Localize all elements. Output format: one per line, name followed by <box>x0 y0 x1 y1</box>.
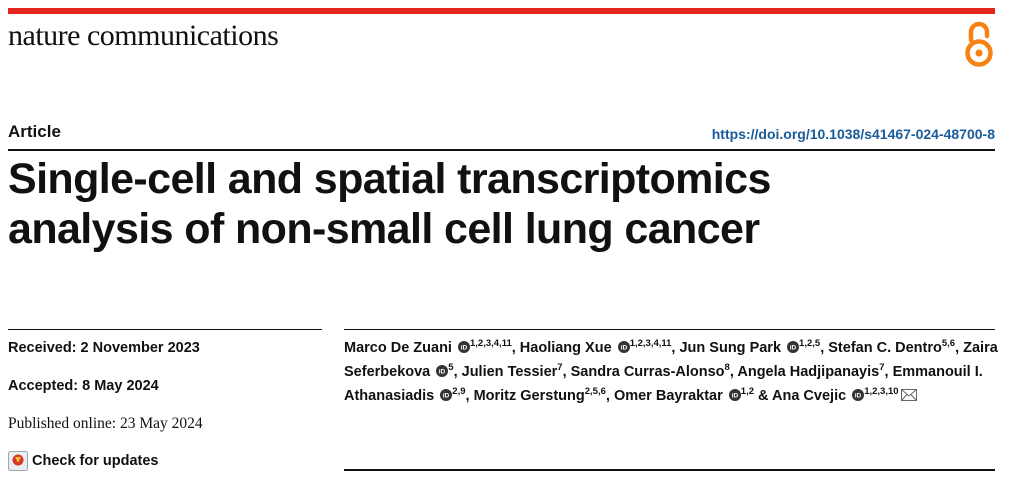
author-entry: Ana Cvejic iD 1,2,3,10 <box>772 386 917 404</box>
affiliation-numbers: 1,2,5 <box>799 338 821 349</box>
author-name[interactable]: Angela Hadjipanayis <box>737 364 880 380</box>
svg-text:iD: iD <box>439 369 446 376</box>
author-entry: Angela Hadjipanayis7 <box>737 362 885 380</box>
author-name[interactable]: Sandra Curras-Alonso <box>570 364 725 380</box>
author-name[interactable]: Moritz Gerstung <box>473 388 585 404</box>
check-for-updates-button[interactable]: Check for updates <box>8 451 159 471</box>
orcid-icon[interactable]: iD <box>436 365 449 377</box>
author-entry: Emmanouil I. Athanasiadis iD 2,9 <box>344 364 983 404</box>
svg-text:iD: iD <box>461 345 468 352</box>
svg-text:iD: iD <box>443 393 450 400</box>
divider <box>344 469 995 471</box>
author-entry: Moritz Gerstung2,5,6 <box>473 386 606 404</box>
author-name[interactable]: Haoliang Xue <box>519 340 612 356</box>
title-line: Single-cell and spatial transcriptomics <box>8 155 771 203</box>
svg-text:iD: iD <box>855 393 862 400</box>
published-date: Published online: 23 May 2024 <box>8 415 203 432</box>
author-name[interactable]: Zaira Seferbekova <box>344 340 998 380</box>
svg-text:iD: iD <box>790 345 797 352</box>
author-name[interactable]: Marco De Zuani <box>344 340 452 356</box>
affiliation-numbers: 5 <box>448 362 454 373</box>
doi-link[interactable]: https://doi.org/10.1038/s41467-024-48700… <box>711 126 995 142</box>
author-name[interactable]: Jun Sung Park <box>679 340 782 356</box>
divider <box>8 149 995 151</box>
orcid-icon[interactable]: iD <box>787 341 800 353</box>
article-type: Article <box>8 122 61 141</box>
crossmark-icon <box>8 451 28 471</box>
orcid-icon[interactable]: iD <box>728 389 741 401</box>
author-name[interactable]: Emmanouil I. Athanasiadis <box>344 364 983 404</box>
author-entry: Sandra Curras-Alonso8 <box>570 362 730 380</box>
divider <box>8 329 322 330</box>
svg-text:iD: iD <box>620 345 627 352</box>
check-for-updates-label: Check for updates <box>32 453 159 469</box>
affiliation-numbers: 7 <box>557 362 563 373</box>
author-entry: Zaira Seferbekova iD 5 <box>344 340 998 380</box>
affiliation-numbers: 8 <box>724 362 730 373</box>
author-entry: Haoliang Xue iD 1,2,3,4,11 <box>519 338 672 356</box>
journal-header-bar <box>8 8 995 14</box>
author-entry: Omer Bayraktar iD 1,2 <box>613 386 755 404</box>
open-access-icon <box>965 21 993 67</box>
author-entry: Julien Tessier7 <box>461 362 563 380</box>
email-icon[interactable] <box>900 389 917 401</box>
affiliation-numbers: 7 <box>879 362 885 373</box>
affiliation-numbers: 2,5,6 <box>584 386 606 397</box>
author-entry: Marco De Zuani iD 1,2,3,4,11 <box>344 338 512 356</box>
affiliation-numbers: 1,2,3,10 <box>864 386 899 397</box>
affiliation-numbers: 5,6 <box>941 338 956 349</box>
orcid-icon[interactable]: iD <box>440 389 453 401</box>
orcid-icon[interactable]: iD <box>458 341 470 353</box>
affiliation-numbers: 1,2,3,4,11 <box>629 338 672 349</box>
article-title: Single-cell and spatial transcriptomics … <box>8 154 998 254</box>
author-name[interactable]: Julien Tessier <box>461 364 558 380</box>
accepted-date: Accepted: 8 May 2024 <box>8 378 159 394</box>
author-name[interactable]: Omer Bayraktar <box>613 388 723 404</box>
divider <box>344 329 995 330</box>
author-name[interactable]: Stefan C. Dentro <box>828 340 942 356</box>
author-entry: Stefan C. Dentro5,6 <box>828 338 956 356</box>
received-date: Received: 2 November 2023 <box>8 340 200 356</box>
author-name[interactable]: Ana Cvejic <box>772 388 847 404</box>
affiliation-numbers: 1,2,3,4,11 <box>470 338 512 349</box>
author-entry: Jun Sung Park iD 1,2,5 <box>679 338 821 356</box>
orcid-icon[interactable]: iD <box>617 341 630 353</box>
svg-text:iD: iD <box>732 393 739 400</box>
orcid-icon[interactable]: iD <box>852 389 865 401</box>
affiliation-numbers: 1,2 <box>740 386 755 397</box>
title-line: analysis of non-small cell lung cancer <box>8 205 760 253</box>
affiliation-numbers: 2,9 <box>452 386 466 397</box>
author-list: Marco De Zuani iD 1,2,3,4,11, Haoliang Xu… <box>344 338 998 404</box>
journal-name: nature communications <box>8 19 279 52</box>
